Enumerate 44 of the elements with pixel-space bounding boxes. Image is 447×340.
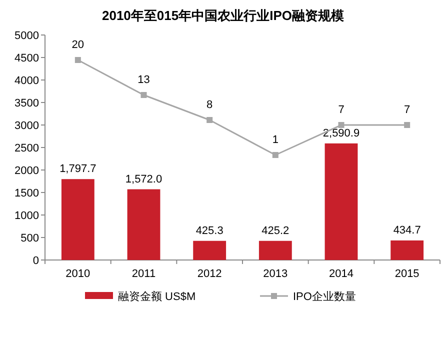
point xyxy=(272,152,278,158)
data-label: 13 xyxy=(138,74,150,86)
y-tick-label: 4000 xyxy=(14,75,39,87)
bar xyxy=(324,143,358,260)
y-tick-label: 500 xyxy=(20,232,39,244)
legend-label: 融资金额 US$M xyxy=(118,290,196,303)
y-tick-label: 3500 xyxy=(14,98,39,110)
point xyxy=(140,92,147,98)
bar xyxy=(61,179,94,260)
data-label: 7 xyxy=(338,104,344,116)
x-tick-label: 2015 xyxy=(394,268,420,280)
bar xyxy=(127,189,160,260)
data-label: 425.2 xyxy=(262,224,290,237)
y-tick-label: 1500 xyxy=(14,188,39,200)
data-label: 1,797.7 xyxy=(60,163,96,176)
data-label: 1,572.0 xyxy=(125,173,162,186)
y-tick-label: 0 xyxy=(32,255,39,267)
y-tick-label: 3000 xyxy=(14,120,39,132)
point xyxy=(338,122,344,128)
y-tick-label: 4500 xyxy=(14,52,39,64)
x-tick-label: 2014 xyxy=(329,268,354,280)
data-label: 1 xyxy=(272,134,278,146)
data-label: 8 xyxy=(206,99,213,111)
bar xyxy=(258,240,292,260)
data-label: 425.3 xyxy=(196,224,224,237)
x-tick-label: 2013 xyxy=(263,268,288,280)
y-tick-label: 2500 xyxy=(14,142,39,154)
data-label: 20 xyxy=(72,39,84,51)
point xyxy=(404,122,410,128)
x-tick-label: 2011 xyxy=(132,268,156,280)
x-tick-label: 2012 xyxy=(197,268,222,280)
legend-label: IPO企业数量 xyxy=(293,290,356,303)
y-tick-label: 5000 xyxy=(14,30,39,42)
bar xyxy=(390,240,424,260)
point xyxy=(206,117,213,123)
data-label: 2,590.9 xyxy=(322,127,360,140)
y-tick-label: 2000 xyxy=(14,165,39,177)
chart-title: 2010年至015年中国农业行业IPO融资规模 xyxy=(102,8,344,23)
y-tick-label: 1000 xyxy=(14,210,39,222)
data-label: 7 xyxy=(404,104,410,116)
data-label: 434.7 xyxy=(393,224,421,236)
bar xyxy=(193,240,226,260)
x-tick-label: 2010 xyxy=(66,268,90,280)
point xyxy=(74,57,81,63)
